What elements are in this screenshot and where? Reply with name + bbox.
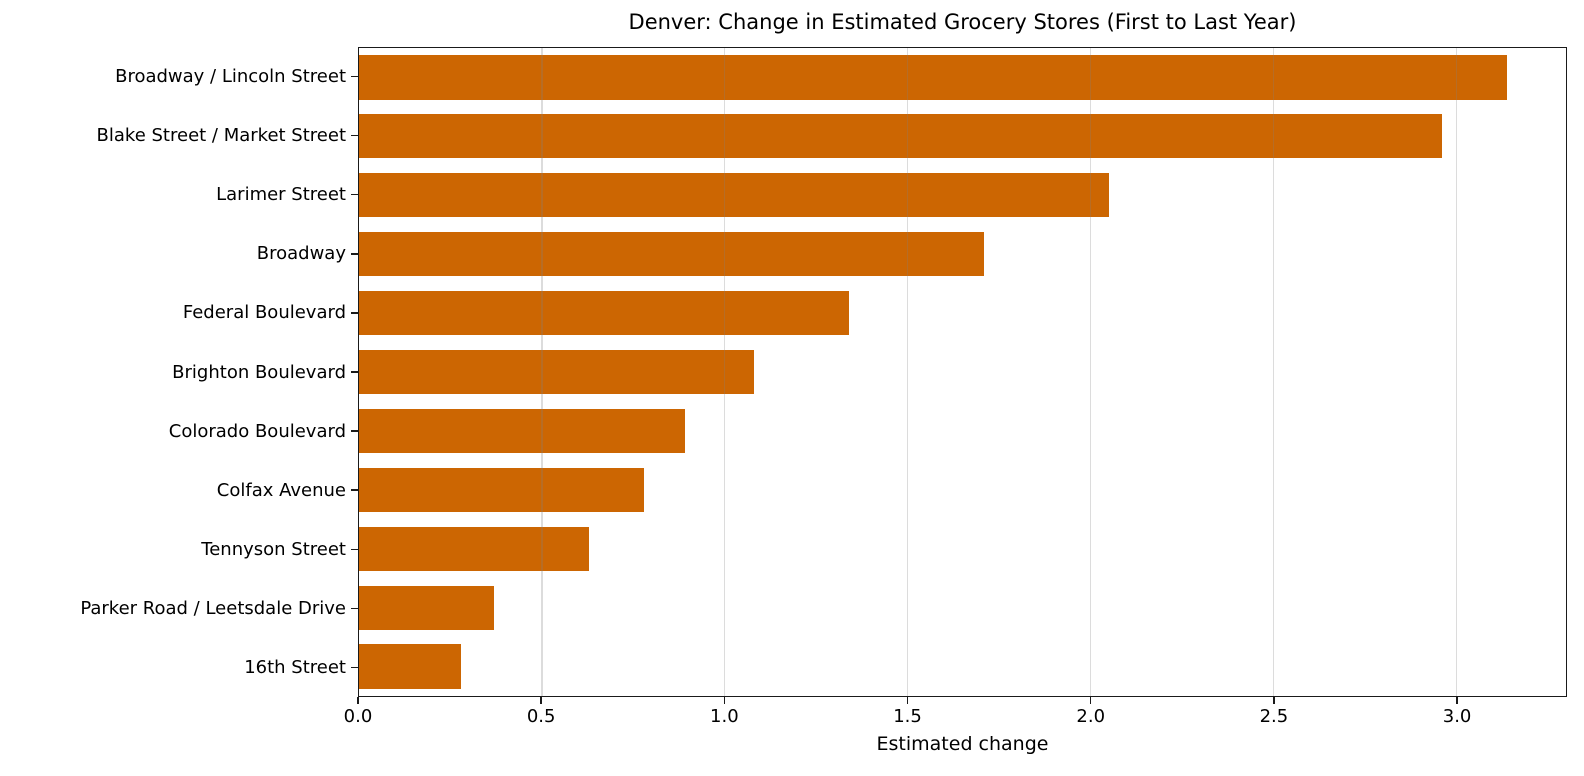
bar-row	[359, 343, 1566, 402]
y-tick-mark	[351, 253, 358, 255]
bars-layer	[359, 48, 1566, 696]
bar-parker-road-leetsdale-drive	[359, 585, 495, 630]
bar-broadway-lincoln-street	[359, 55, 1508, 100]
y-tick-label: Colorado Boulevard	[168, 420, 346, 442]
y-tick-label: Broadway / Lincoln Street	[115, 66, 346, 88]
x-axis-label: Estimated change	[876, 733, 1049, 755]
y-tick-mark	[351, 607, 358, 610]
bar-tennyson-street	[359, 526, 590, 571]
y-tick-mark	[351, 548, 358, 550]
bar-federal-boulevard	[359, 290, 850, 336]
x-tick-label: 2.0	[1076, 706, 1106, 727]
plot-area	[358, 47, 1567, 697]
bar-colorado-boulevard	[359, 408, 685, 453]
bar-colfax-avenue	[359, 467, 645, 512]
y-tick-mark	[351, 371, 358, 373]
y-tick-label: Federal Boulevard	[182, 302, 346, 324]
bar-row	[359, 578, 1566, 637]
x-tick-mark	[723, 697, 726, 704]
y-tick-mark	[351, 430, 358, 432]
x-tick-label: 3.0	[1442, 706, 1472, 727]
x-tick-label: 1.5	[893, 706, 922, 727]
x-tick-label: 0.5	[526, 706, 556, 727]
x-tick-label: 0.0	[343, 706, 373, 727]
bar-row	[359, 48, 1566, 107]
chart-title: Denver: Change in Estimated Grocery Stor…	[628, 10, 1297, 34]
bar-brighton-boulevard	[359, 349, 755, 395]
y-tick-label: Broadway	[256, 243, 346, 265]
x-tick-mark	[1273, 697, 1275, 704]
x-tick-mark	[1090, 697, 1092, 704]
x-tick-label: 1.0	[710, 706, 739, 727]
x-tick-label: 2.5	[1259, 706, 1289, 727]
bar-blake-street-market-street	[359, 114, 1442, 159]
x-tick-mark	[357, 697, 359, 704]
bar-row	[359, 460, 1566, 519]
y-tick-label: Blake Street / Market Street	[96, 125, 346, 147]
y-tick-label: Larimer Street	[216, 184, 346, 206]
bar-row	[359, 637, 1566, 696]
y-tick-mark	[351, 194, 358, 196]
y-tick-mark	[351, 134, 358, 137]
bar-16th-street	[359, 644, 462, 689]
y-tick-label: 16th Street	[244, 656, 346, 678]
y-tick-mark	[351, 312, 358, 314]
bar-larimer-street	[359, 173, 1109, 218]
x-tick-mark	[540, 697, 542, 704]
y-tick-label: Colfax Avenue	[216, 479, 346, 501]
y-tick-label: Tennyson Street	[201, 538, 346, 560]
bar-row	[359, 166, 1566, 225]
y-tick-label: Parker Road / Leetsdale Drive	[80, 597, 346, 619]
x-tick-mark	[906, 697, 909, 704]
x-tick-mark	[1456, 697, 1458, 704]
y-tick-label: Brighton Boulevard	[172, 361, 346, 383]
bar-row	[359, 225, 1566, 284]
bar-row	[359, 401, 1566, 460]
y-tick-mark	[351, 489, 358, 491]
bar-row	[359, 284, 1566, 343]
bar-broadway	[359, 232, 985, 277]
y-tick-mark	[351, 75, 358, 78]
bar-row	[359, 107, 1566, 166]
y-tick-mark	[351, 666, 358, 669]
bar-row	[359, 519, 1566, 578]
y-axis-labels: Broadway / Lincoln Street Blake Street / …	[0, 47, 346, 697]
